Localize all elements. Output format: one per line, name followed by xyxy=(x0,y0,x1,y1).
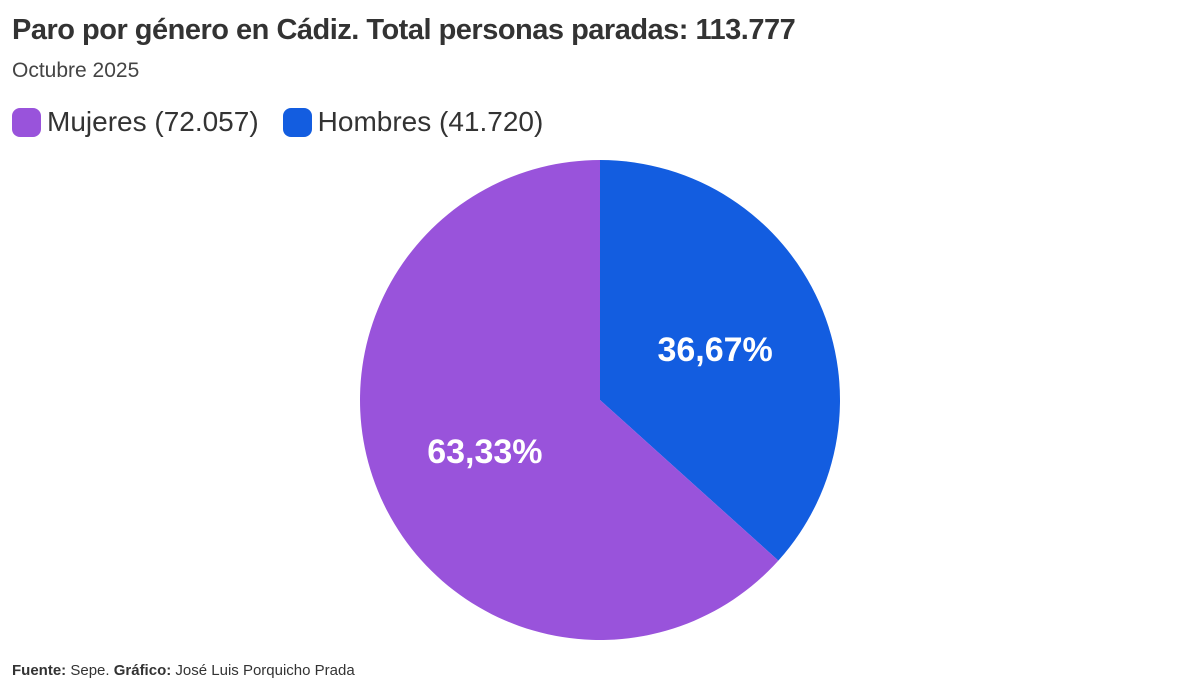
legend-swatch-mujeres xyxy=(12,107,41,137)
chart-credit-label: Gráfico: xyxy=(113,662,172,679)
data-label-mujeres: 63,33% xyxy=(427,433,542,471)
chart-subtitle: Octubre 2025 xyxy=(12,59,140,82)
chart-title: Paro por género en Cádiz. Total personas… xyxy=(12,14,796,46)
footer: Fuente: Sepe. Gráfico: José Luis Porquic… xyxy=(12,662,355,679)
data-label-hombres: 36,67% xyxy=(657,331,772,369)
legend-label-mujeres: Mujeres (72.057) xyxy=(47,106,259,137)
source-label: Fuente: xyxy=(12,662,67,679)
legend: Mujeres (72.057) Hombres (41.720) xyxy=(12,106,543,138)
pie-slice-hombres xyxy=(600,160,841,561)
author: José Luis Porquicho Prada xyxy=(175,662,355,679)
legend-label-hombres: Hombres (41.720) xyxy=(317,106,544,137)
source: Sepe. xyxy=(70,662,110,679)
legend-item-mujeres: Mujeres (72.057) xyxy=(12,106,259,138)
legend-swatch-hombres xyxy=(282,107,312,137)
pie-slice-mujeres xyxy=(360,160,779,640)
legend-item-hombres: Hombres (41.720) xyxy=(282,106,544,138)
